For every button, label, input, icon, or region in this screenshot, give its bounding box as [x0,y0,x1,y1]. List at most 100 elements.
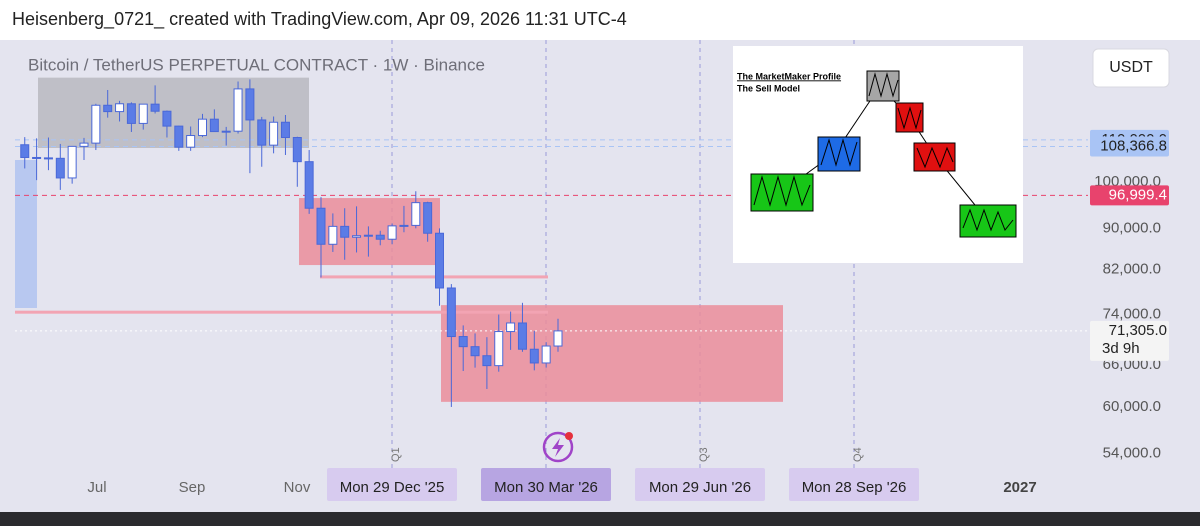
candle-body [316,207,326,245]
candle-body [352,235,362,238]
candle-body [446,287,456,338]
candle-body [32,156,42,159]
candle-body [340,225,350,238]
candle-body [221,130,231,133]
price-label-box [1090,136,1169,157]
candle-body [553,330,563,347]
candle-body [198,118,207,137]
zone [38,77,309,148]
candle-body [103,104,113,113]
alert-dot [565,432,573,440]
candle-body [257,119,267,146]
candle-body [162,110,172,127]
quarter-label: Q4 [852,447,864,462]
alert-ring [542,431,574,463]
x-tick-label: Sep [179,479,206,496]
x-marker-box [481,468,611,501]
candle-body [304,161,314,209]
candle-body [245,88,255,121]
inset-zigzag [753,175,811,207]
candle-body [470,346,480,357]
candle-body [458,336,468,348]
chart-title: Bitcoin / TetherUS PERPETUAL CONTRACT · … [28,55,485,74]
candle-body [529,348,539,364]
candle-body [269,121,279,146]
price-label: 96,999.4 [1109,186,1167,203]
alert-bolt [552,438,564,457]
alert-icon[interactable] [542,431,574,463]
price-label: 108,366.8 [1100,137,1167,154]
candle-body [494,331,504,367]
inset-zigzag [820,138,858,167]
candle-body [55,157,65,179]
candle-body [363,234,373,237]
y-tick-label: 74,000.0 [1103,306,1161,323]
candle-body [91,104,101,144]
y-tick-label: 90,000.0 [1103,219,1161,236]
inset-zigzag [962,208,1014,232]
candle-body [43,157,53,160]
price-label: 71,305.0 [1109,322,1167,339]
candle-body [541,345,551,364]
y-tick-label: 54,000.0 [1103,444,1161,461]
bottom-bar [0,512,1200,526]
level-line [15,310,548,314]
candle-body [138,103,148,124]
candle-body [280,121,290,139]
x-marker-label: Mon 28 Sep '26 [802,479,907,496]
candle-body [517,322,527,350]
x-tick-label: Jul [87,479,106,496]
y-tick-label: 82,000.0 [1103,260,1161,277]
currency-label: USDT [1109,59,1153,76]
quarter-label: Q3 [698,447,710,462]
candle-body [328,225,338,245]
inset-box [866,70,900,102]
candle-body [387,225,397,240]
axes: 100,000.090,000.082,000.074,000.066,000.… [87,129,1169,501]
candle-body [482,355,492,367]
zone [441,305,783,402]
inset: The MarketMaker Profile The Sell Model [733,46,1023,263]
candle-body [292,137,302,163]
x-tick-label: Nov [284,479,311,496]
candle-body [233,88,243,132]
candle-body [67,145,77,179]
candle-body [126,103,136,124]
countdown: 3d 9h [1102,340,1140,357]
candle-body [20,144,30,158]
inset-box [913,142,956,172]
quarter-label: Q1 [390,447,402,462]
x-marker-box [789,468,919,501]
header-credit: Heisenberg_0721_ created with TradingVie… [12,9,627,30]
candle-body [150,103,160,112]
candle-body [411,202,421,226]
candle-body [375,234,385,240]
x-marker-label: Mon 29 Dec '25 [340,479,445,496]
candle-body [423,202,433,234]
x-marker-box [327,468,457,501]
level-line [320,275,548,279]
candle-body [186,135,196,148]
inset-zigzag [916,146,954,169]
candle-body [115,103,125,113]
inset-zigzag [897,106,922,130]
candle-body [399,224,409,227]
currency-button[interactable] [1092,48,1170,88]
x-marker-label: Mon 29 Jun '26 [649,479,751,496]
inset-zigzag [868,72,899,98]
x-tick-label: 2027 [1003,479,1036,496]
price-label-box [1090,185,1169,206]
y-tick-label: 60,000.0 [1103,398,1161,415]
header-bar [0,0,1200,40]
inset-subtitle: The Sell Model [737,83,800,93]
x-marker-label: Mon 30 Mar '26 [494,479,598,496]
price-label-box [1090,320,1169,361]
x-marker-box [635,468,765,501]
side-block [15,160,37,308]
inset-title: The MarketMaker Profile [737,71,841,81]
plot-area [15,40,1088,470]
candle-body [506,322,516,333]
candle-body [435,232,444,289]
candle-body [174,125,184,148]
